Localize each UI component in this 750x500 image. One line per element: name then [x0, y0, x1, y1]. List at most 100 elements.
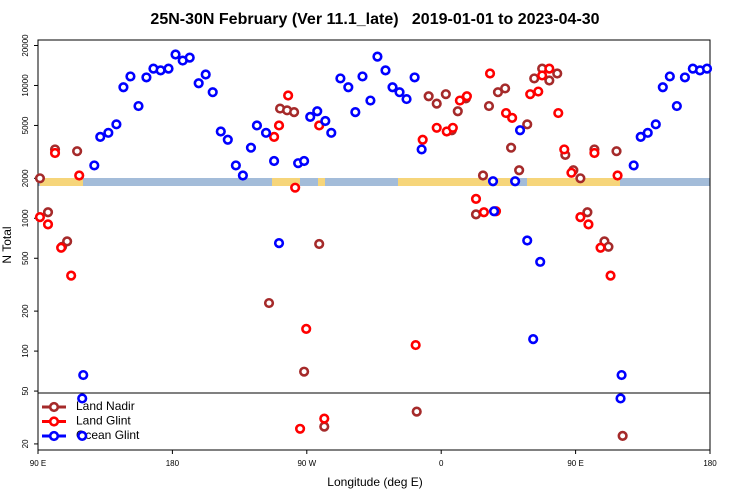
- point: [505, 142, 517, 153]
- point: [299, 155, 310, 167]
- point: [612, 170, 623, 181]
- point: [319, 413, 330, 424]
- x-tick-label: 180: [703, 459, 717, 468]
- point: [299, 366, 310, 377]
- point: [470, 209, 482, 220]
- point: [49, 147, 61, 159]
- point: [566, 167, 577, 178]
- point: [222, 134, 233, 145]
- point: [537, 70, 548, 81]
- point: [510, 176, 521, 187]
- point: [454, 95, 465, 106]
- point: [141, 72, 152, 83]
- point: [617, 430, 628, 441]
- point: [193, 78, 204, 89]
- legend-marker: [48, 401, 60, 413]
- point: [544, 63, 555, 74]
- point: [365, 95, 376, 106]
- y-tick-label: 5000: [21, 116, 30, 134]
- point: [552, 68, 563, 79]
- point: [470, 193, 482, 204]
- point: [184, 52, 195, 63]
- point: [447, 122, 458, 133]
- point: [294, 423, 306, 434]
- point: [170, 49, 181, 60]
- y-tick-label: 200: [21, 304, 30, 318]
- x-tick-label: 90 E: [567, 459, 583, 468]
- point: [260, 127, 272, 138]
- point: [575, 173, 586, 184]
- point: [431, 98, 442, 109]
- point: [522, 119, 533, 130]
- point: [103, 127, 114, 138]
- legend-label: Land Nadir: [76, 399, 135, 413]
- legend-label: Ocean Glint: [76, 428, 140, 442]
- point: [514, 125, 526, 136]
- point: [525, 89, 536, 100]
- point: [34, 173, 46, 184]
- point: [477, 170, 489, 181]
- point: [500, 107, 512, 119]
- point: [118, 82, 129, 93]
- point: [409, 72, 420, 83]
- legend-marker: [48, 430, 60, 442]
- point: [56, 242, 67, 253]
- point: [372, 51, 383, 62]
- point: [95, 131, 106, 143]
- point: [77, 430, 88, 441]
- point: [553, 107, 564, 119]
- point: [615, 393, 626, 404]
- point: [237, 170, 248, 181]
- point: [42, 207, 54, 218]
- point: [583, 219, 594, 230]
- point: [589, 147, 600, 159]
- point: [163, 63, 174, 74]
- x-tick-label: 90 W: [297, 459, 316, 468]
- point: [401, 93, 412, 105]
- point: [320, 115, 331, 127]
- point: [664, 71, 675, 82]
- point: [423, 91, 434, 102]
- point: [605, 270, 616, 281]
- point: [657, 82, 668, 93]
- point: [125, 71, 136, 82]
- point: [263, 297, 275, 309]
- point: [62, 236, 73, 247]
- point: [273, 238, 285, 249]
- point: [319, 421, 330, 432]
- point: [66, 270, 77, 281]
- point: [335, 73, 346, 84]
- point: [478, 207, 490, 218]
- point: [483, 100, 495, 112]
- point: [410, 339, 421, 351]
- point: [635, 131, 646, 143]
- point: [200, 69, 211, 80]
- point: [326, 127, 337, 138]
- land-band: [272, 178, 300, 186]
- point: [78, 369, 89, 381]
- point: [289, 107, 300, 118]
- point: [230, 160, 241, 171]
- point: [431, 122, 442, 133]
- ocean-band: [38, 178, 710, 186]
- point: [484, 68, 496, 79]
- point: [500, 83, 511, 94]
- point: [207, 87, 218, 98]
- point: [461, 91, 472, 102]
- point: [394, 87, 405, 98]
- x-tick-label: 90 E: [30, 459, 46, 468]
- land-band: [527, 178, 620, 186]
- chart-title: 25N-30N February (Ver 11.1_late) 2019-01…: [150, 11, 599, 28]
- point: [507, 112, 518, 123]
- point: [487, 176, 499, 187]
- plot-frame: [37, 39, 711, 451]
- point: [34, 212, 46, 223]
- y-tick-label: 100: [21, 344, 30, 358]
- point: [528, 334, 539, 345]
- point: [544, 75, 555, 86]
- y-tick-label: 2000: [21, 169, 30, 187]
- point: [628, 160, 639, 171]
- point: [417, 134, 428, 145]
- point: [268, 131, 280, 143]
